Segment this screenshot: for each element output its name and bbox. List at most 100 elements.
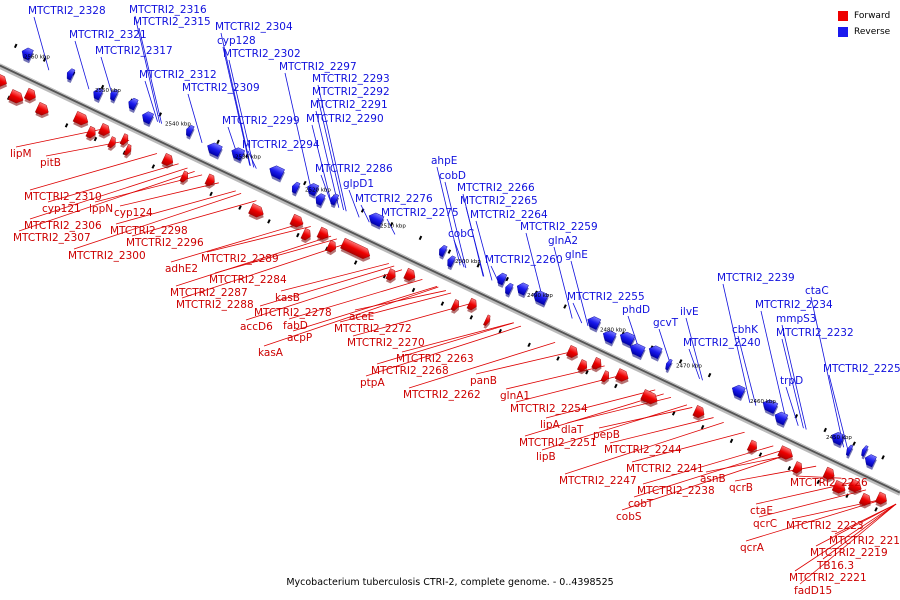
reverse-gene[interactable]: [90, 87, 104, 103]
reverse-gene-label[interactable]: MTCTRI2_2292: [312, 86, 390, 98]
reverse-gene-label[interactable]: MTCTRI2_2299: [222, 115, 300, 127]
reverse-gene-label[interactable]: mmpS3: [776, 313, 816, 325]
reverse-gene[interactable]: [600, 328, 618, 347]
reverse-gene-label[interactable]: MTCTRI2_2276: [355, 193, 433, 205]
forward-gene[interactable]: [123, 143, 135, 159]
forward-gene-label[interactable]: MTCTRI2_2288: [176, 299, 254, 311]
forward-gene[interactable]: [482, 314, 493, 330]
reverse-gene-label[interactable]: MTCTRI2_2302: [223, 48, 301, 60]
forward-gene[interactable]: [777, 445, 797, 465]
forward-gene[interactable]: [23, 87, 39, 105]
forward-gene-label[interactable]: MTCTRI2_2226: [790, 477, 868, 489]
forward-gene-label[interactable]: lipA: [540, 419, 560, 431]
forward-gene-label[interactable]: ctaE: [750, 505, 773, 517]
reverse-gene-label[interactable]: MTCTRI2_2266: [457, 182, 535, 194]
forward-gene-label[interactable]: MTCTRI2_2278: [254, 307, 332, 319]
reverse-gene-label[interactable]: glnE: [565, 249, 588, 261]
reverse-gene-label[interactable]: MTCTRI2_2291: [310, 99, 388, 111]
forward-gene[interactable]: [791, 461, 805, 477]
reverse-gene-label[interactable]: MTCTRI2_2260: [485, 254, 563, 266]
forward-gene-label[interactable]: MTCTRI2_2287: [170, 287, 248, 299]
forward-gene[interactable]: [0, 73, 10, 92]
forward-gene[interactable]: [590, 357, 604, 373]
forward-gene[interactable]: [34, 101, 52, 120]
forward-gene-label[interactable]: MTCTRI2_2223: [786, 520, 864, 532]
reverse-gene-label[interactable]: trpD: [780, 375, 803, 387]
forward-gene[interactable]: [179, 170, 192, 186]
reverse-gene-label[interactable]: cyp128: [217, 35, 256, 47]
reverse-gene[interactable]: [228, 146, 246, 164]
forward-gene-label[interactable]: kasB: [275, 292, 300, 304]
reverse-gene[interactable]: [494, 272, 508, 288]
forward-gene-label[interactable]: dlaT: [561, 424, 584, 436]
forward-gene[interactable]: [106, 136, 119, 151]
reverse-gene-label[interactable]: MTCTRI2_2255: [567, 291, 645, 303]
forward-gene[interactable]: [822, 466, 838, 484]
reverse-gene-label[interactable]: MTCTRI2_2240: [683, 337, 761, 349]
forward-gene-label[interactable]: lipM: [10, 148, 32, 160]
reverse-gene-label[interactable]: MTCTRI2_2239: [717, 272, 795, 284]
forward-gene[interactable]: [639, 389, 661, 409]
forward-gene-label[interactable]: MTCTRI2_2289: [201, 253, 279, 265]
forward-gene[interactable]: [403, 267, 419, 285]
reverse-gene[interactable]: [204, 141, 224, 160]
reverse-gene[interactable]: [771, 410, 789, 428]
forward-gene-label[interactable]: MTCTRI2_2244: [604, 444, 682, 456]
reverse-gene[interactable]: [844, 444, 855, 459]
forward-gene[interactable]: [325, 239, 339, 256]
reverse-gene-label[interactable]: ilvE: [680, 306, 699, 318]
forward-gene[interactable]: [339, 237, 373, 264]
reverse-gene-label[interactable]: MTCTRI2_2317: [95, 45, 173, 57]
forward-gene-label[interactable]: MTCTRI2_2272: [334, 323, 412, 335]
forward-gene-label[interactable]: aceE: [349, 311, 374, 323]
reverse-gene-label[interactable]: cobC: [448, 228, 474, 240]
forward-gene-label[interactable]: MTCTRI2_2307: [13, 232, 91, 244]
forward-gene-label[interactable]: qcrB: [729, 482, 753, 494]
forward-gene-label[interactable]: cyp121: [42, 203, 81, 215]
forward-gene[interactable]: [466, 297, 480, 314]
forward-gene[interactable]: [72, 110, 92, 130]
forward-gene[interactable]: [119, 133, 132, 149]
forward-gene-label[interactable]: cyp124: [114, 207, 153, 219]
forward-gene-label[interactable]: kasA: [258, 347, 284, 359]
forward-gene[interactable]: [847, 478, 865, 497]
forward-gene-label[interactable]: acpP: [287, 332, 312, 344]
forward-gene[interactable]: [160, 152, 176, 170]
forward-gene-label[interactable]: MTCTRI2_2300: [68, 250, 146, 262]
reverse-gene-label[interactable]: MTCTRI2_2286: [315, 163, 393, 175]
forward-gene[interactable]: [450, 299, 463, 314]
forward-gene-label[interactable]: accD6: [240, 321, 273, 333]
forward-gene-label[interactable]: glnA1: [500, 390, 530, 402]
reverse-gene[interactable]: [663, 358, 674, 374]
forward-gene-label[interactable]: MTCTRI2_2241: [626, 463, 704, 475]
forward-gene[interactable]: [385, 268, 399, 285]
forward-gene-label[interactable]: cobS: [616, 511, 642, 523]
reverse-gene[interactable]: [444, 255, 457, 271]
forward-gene-label[interactable]: MTCTRI2_2254: [510, 403, 588, 415]
forward-gene-label[interactable]: adhE2: [165, 263, 198, 275]
reverse-gene[interactable]: [862, 453, 878, 470]
forward-gene-label[interactable]: MTCTRI2_2238: [637, 485, 715, 497]
forward-gene-label[interactable]: asnB: [700, 473, 726, 485]
reverse-gene-label[interactable]: glnA2: [548, 235, 578, 247]
reverse-gene[interactable]: [530, 289, 550, 308]
forward-gene-label[interactable]: MTCTRI2_2298: [110, 225, 188, 237]
reverse-gene-label[interactable]: cobD: [439, 170, 466, 182]
reverse-gene-label[interactable]: MTCTRI2_2264: [470, 209, 548, 221]
reverse-gene[interactable]: [266, 164, 286, 183]
forward-gene[interactable]: [858, 492, 874, 510]
forward-gene-label[interactable]: fadD15: [794, 585, 832, 597]
forward-gene[interactable]: [565, 345, 581, 362]
reverse-gene-label[interactable]: gcvT: [653, 317, 679, 329]
forward-gene[interactable]: [576, 359, 590, 375]
forward-gene-label[interactable]: pitB: [40, 157, 61, 169]
reverse-gene-label[interactable]: MTCTRI2_2234: [755, 299, 833, 311]
forward-gene-label[interactable]: MTCTRI2_2262: [403, 389, 481, 401]
reverse-gene[interactable]: [859, 445, 870, 460]
forward-gene-label[interactable]: lipB: [536, 451, 556, 463]
forward-gene[interactable]: [316, 226, 332, 244]
reverse-gene-label[interactable]: MTCTRI2_2290: [306, 113, 384, 125]
forward-gene-label[interactable]: MTCTRI2_2221: [789, 572, 867, 584]
forward-gene[interactable]: [289, 213, 307, 232]
reverse-gene-label[interactable]: MTCTRI2_2304: [215, 21, 293, 33]
